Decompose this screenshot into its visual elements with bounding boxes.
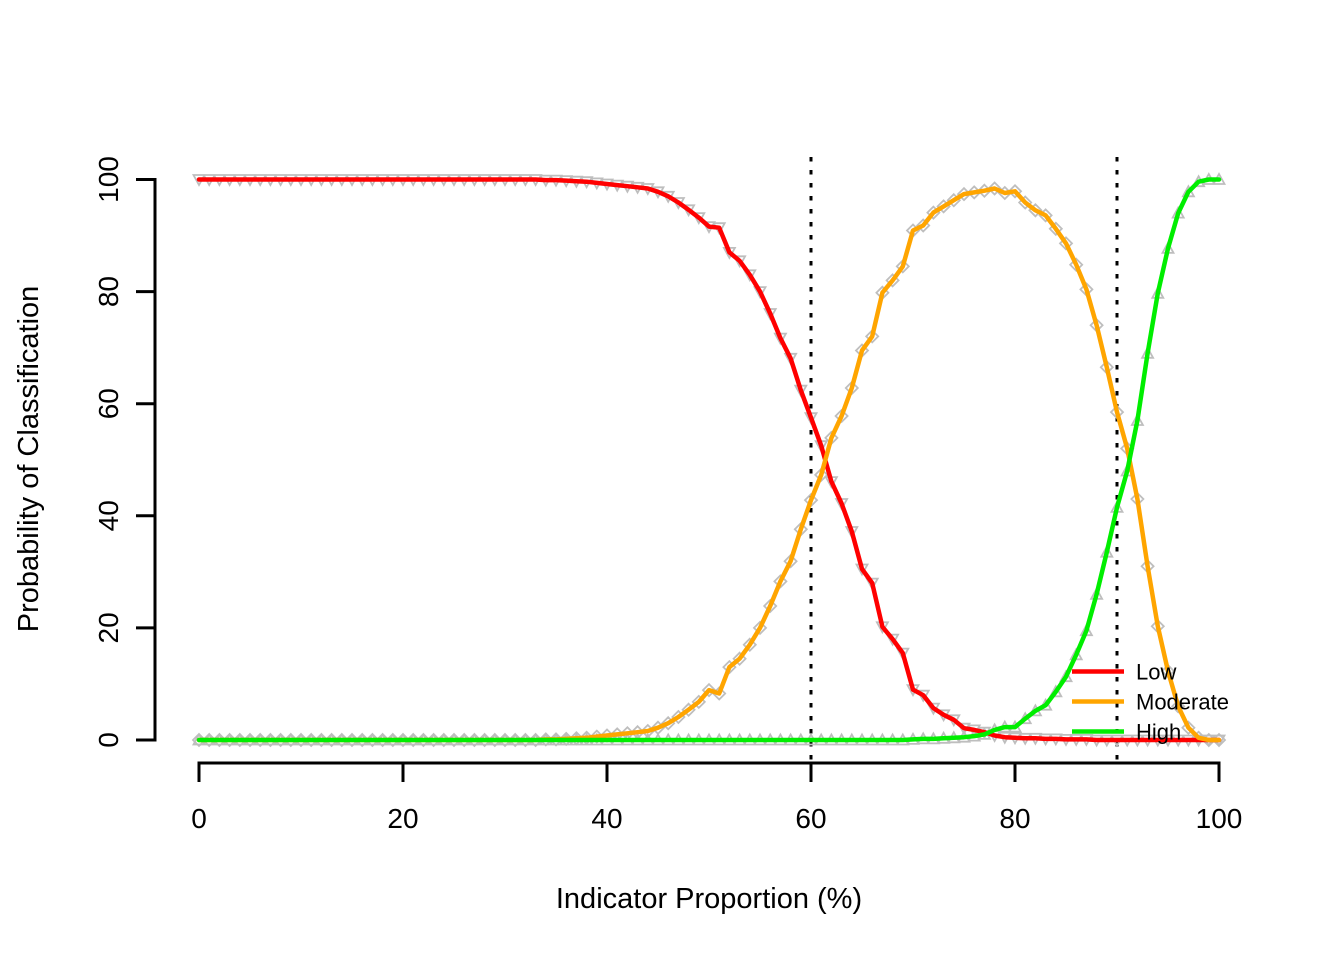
legend: Low Moderate High: [1072, 660, 1229, 745]
y-axis-title: Probability of Classification: [13, 286, 45, 633]
x-axis-title: Indicator Proportion (%): [556, 883, 862, 915]
y-axis-tick-label-60: 60: [93, 388, 124, 419]
y-axis-tick-label-40: 40: [93, 500, 124, 531]
x-axis-tick-label-60: 60: [795, 803, 826, 834]
x-axis-tick-label-40: 40: [591, 803, 622, 834]
series-line-high: [196, 177, 1222, 743]
x-axis-tick-label-0: 0: [191, 803, 207, 834]
series-markers-high: [191, 172, 1227, 746]
legend-label-moderate: Moderate: [1136, 690, 1229, 715]
series-line-low: [196, 177, 1222, 743]
series-marker-line-low: [199, 178, 1219, 741]
y-axis-tick-label-80: 80: [93, 276, 124, 307]
legend-label-low: Low: [1136, 660, 1176, 685]
x-axis-tick-label-80: 80: [999, 803, 1030, 834]
y-axis-tick-label-0: 0: [93, 732, 124, 748]
series-marker-line-moderate: [199, 187, 1219, 741]
x-axis-tick-label-20: 20: [387, 803, 418, 834]
legend-label-high: High: [1136, 720, 1181, 745]
reference-lines: [809, 157, 1119, 763]
y-axis-tick-label-20: 20: [93, 612, 124, 643]
y-axis-tick-label-100: 100: [93, 156, 124, 203]
series-line-moderate: [196, 186, 1222, 743]
x-axis-tick-label-100: 100: [1196, 803, 1243, 834]
series-marker-line-high: [199, 178, 1219, 741]
series-markers-moderate: [191, 181, 1227, 748]
axes-layer: 0 20 40 60 80 100 0 20 40 60 80 100: [93, 156, 1242, 834]
series-layer: [191, 172, 1227, 748]
